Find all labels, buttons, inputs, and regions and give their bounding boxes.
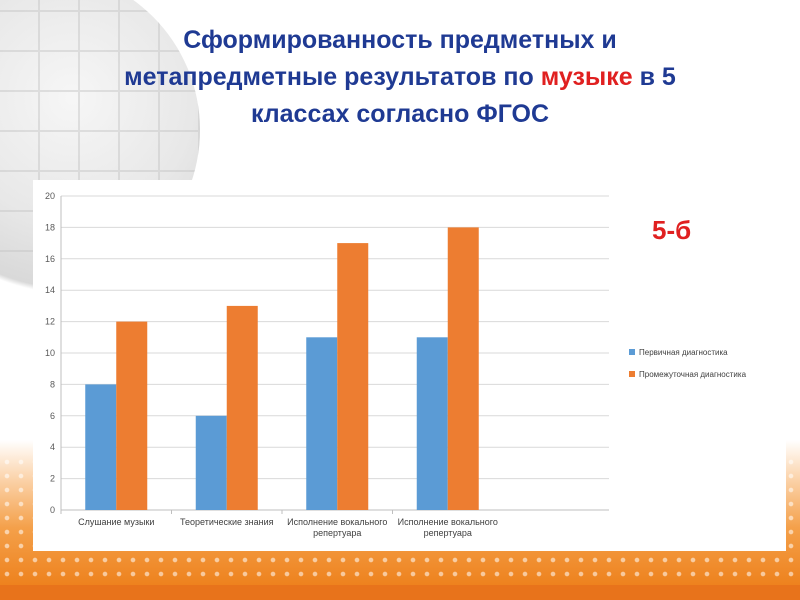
bottom-strip-decoration <box>0 585 800 600</box>
y-tick-label: 18 <box>45 222 55 232</box>
x-tick-label: Исполнение вокального <box>287 517 387 527</box>
y-tick-label: 6 <box>50 411 55 421</box>
bar-intermediate <box>337 243 369 510</box>
x-tick-label: репертуара <box>313 528 361 538</box>
legend-swatch <box>629 349 635 355</box>
title-line-1: Сформированность предметных и <box>183 26 617 54</box>
chart-area: 0 2 4 6 8 10 12 14 16 18 20 Слушание музыки Теоретич… <box>33 180 786 551</box>
y-tick-label: 8 <box>50 379 55 389</box>
class-label: 5-б <box>652 215 692 245</box>
bar-intermediate <box>447 227 479 510</box>
title-line-3: классах согласно ФГОС <box>250 100 550 128</box>
title-highlight-word: музыке <box>540 63 633 91</box>
legend-label: Первичная диагностика <box>639 348 728 357</box>
bar-primary <box>306 337 338 510</box>
x-tick-label: Исполнение вокального <box>398 517 498 527</box>
bar-intermediate <box>116 321 148 510</box>
legend-label: Промежуточная диагностика <box>639 370 747 379</box>
bar-intermediate <box>226 305 258 510</box>
bar-primary <box>85 384 117 510</box>
x-tick-label: репертуара <box>424 528 472 538</box>
x-tick-label: Слушание музыки <box>78 517 154 527</box>
y-tick-label: 14 <box>45 285 55 295</box>
y-tick-label: 20 <box>45 191 55 201</box>
bar-chart: 0 2 4 6 8 10 12 14 16 18 20 Слушание музыки Теоретич… <box>45 191 747 538</box>
title-line-2-after: в 5 <box>632 63 676 91</box>
bar-primary <box>195 415 227 510</box>
y-tick-label: 0 <box>50 505 55 515</box>
y-tick-label: 4 <box>50 442 55 452</box>
bar-primary <box>416 337 448 510</box>
y-tick-label: 16 <box>45 254 55 264</box>
y-tick-label: 10 <box>45 348 55 358</box>
legend-swatch <box>629 371 635 377</box>
slide-title: Сформированность предметных и метапредме… <box>40 22 760 133</box>
title-line-2-before: метапредметные результатов по <box>124 63 541 91</box>
x-tick-label: Теоретические знания <box>180 517 274 527</box>
y-tick-label: 2 <box>50 474 55 484</box>
y-tick-label: 12 <box>45 317 55 327</box>
